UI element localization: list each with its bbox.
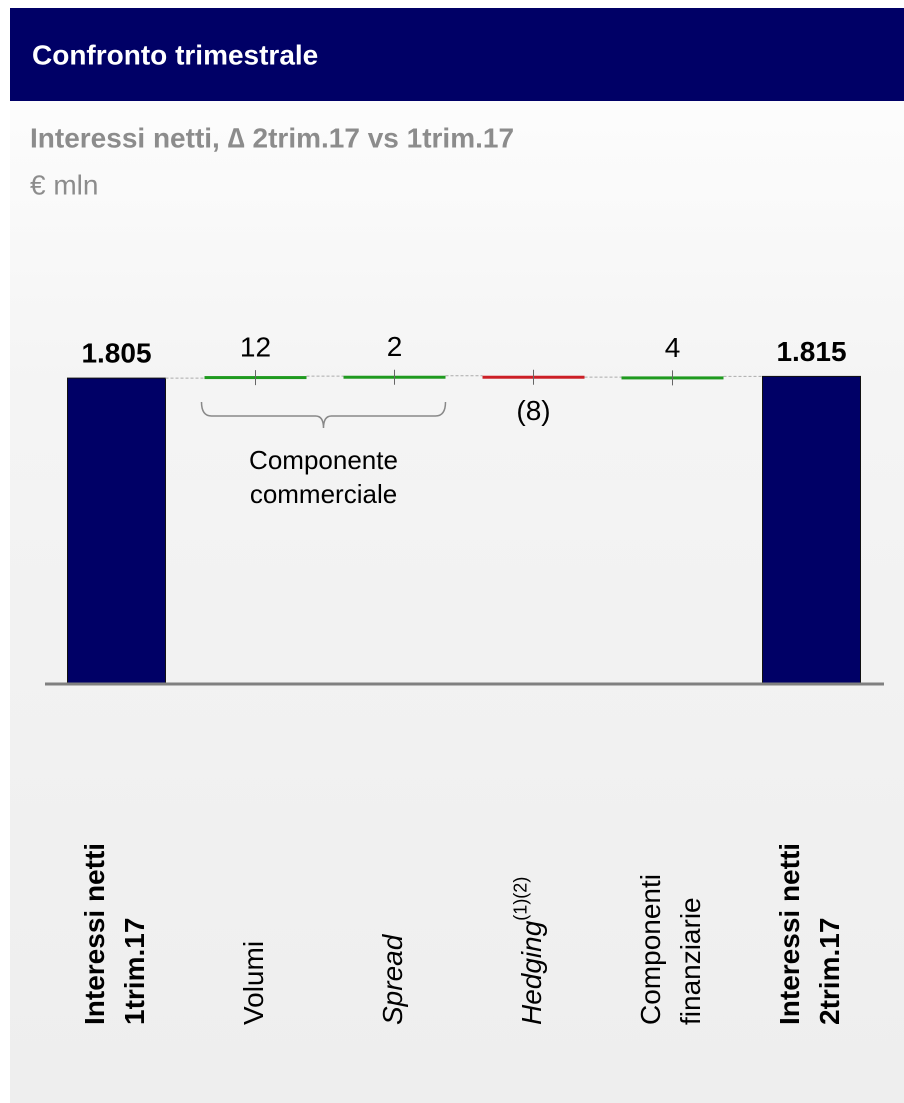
value-label: 4 [665,332,681,363]
value-label: 2 [387,331,403,362]
x-tick-label: Hedging(1)(2) [510,877,547,1025]
header-band [10,8,904,101]
chart-subtitle: € mln [30,169,98,200]
x-tick-label: Componenti [635,874,666,1025]
footnote-mark: (1)(2) [510,877,530,921]
annotation: Componente [249,445,398,475]
x-tick-label: 2trim.17 [814,918,845,1025]
chart-title: Interessi netti, ∆ 2trim.17 vs 1trim.17 [30,122,514,153]
x-tick-label: Spread [377,933,408,1025]
bar [67,377,166,685]
bar [762,375,861,685]
x-tick-label: Volumi [238,941,269,1025]
value-label: 1.805 [81,337,151,368]
value-label: 12 [240,331,271,362]
value-label: (8) [516,395,550,426]
annotation: commerciale [250,479,397,509]
x-tick-label: 1trim.17 [119,918,150,1025]
header: Confronto trimestrale [32,39,318,70]
value-label: 1.815 [776,336,846,367]
bracket [200,401,447,429]
x-tick-label: Interessi netti [79,843,110,1025]
x-tick-label: finanziarie [675,897,706,1025]
x-tick-label: Interessi netti [774,843,805,1025]
